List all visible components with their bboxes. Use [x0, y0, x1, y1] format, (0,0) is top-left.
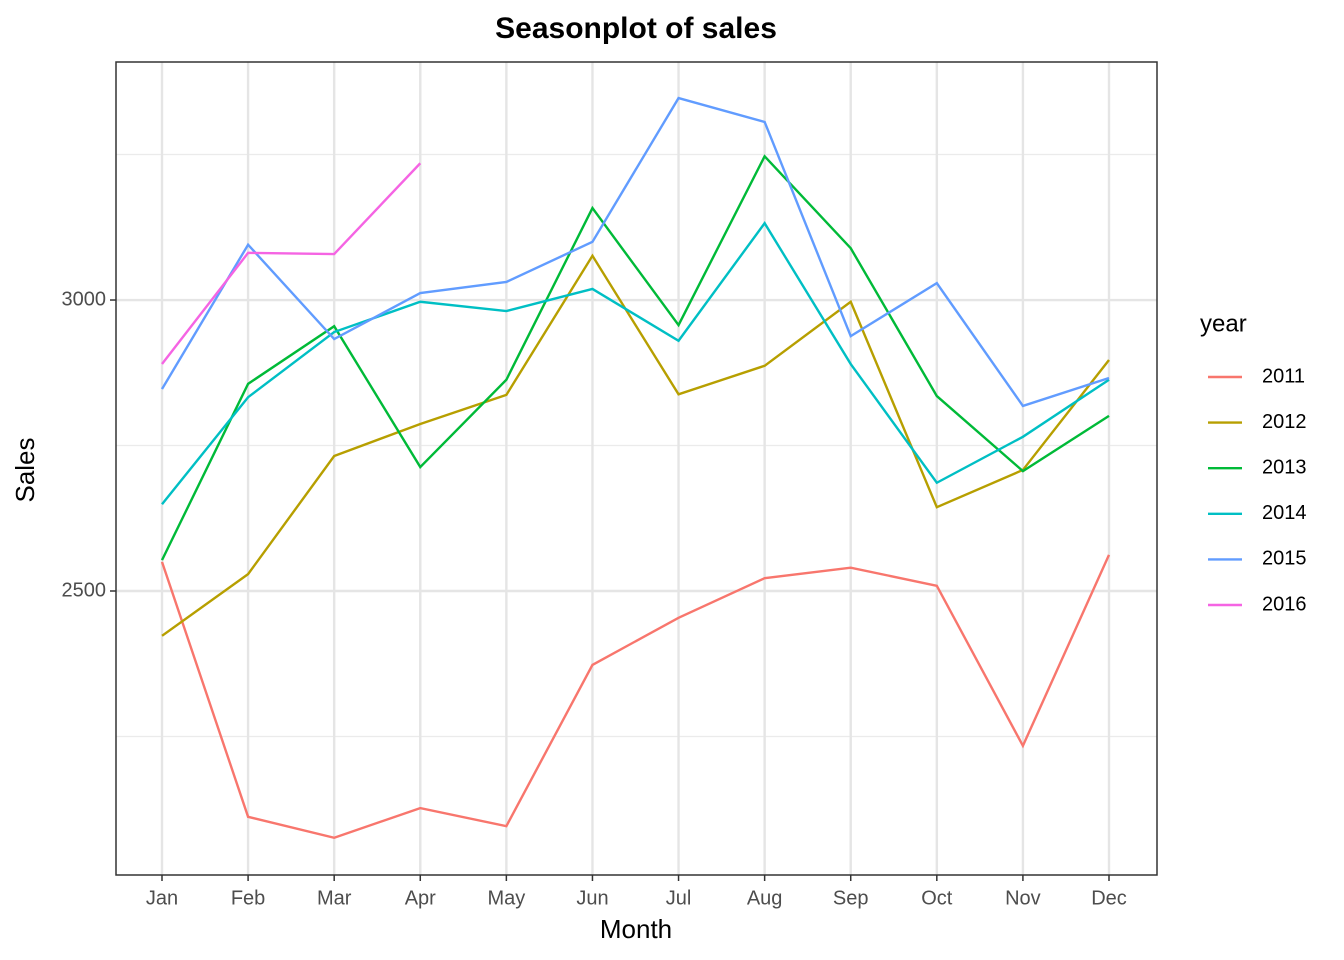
- x-axis-label: Month: [600, 914, 672, 944]
- series-line: [161, 221, 1110, 506]
- series-line: [160, 554, 1111, 840]
- legend-label: 2012: [1262, 411, 1307, 433]
- legend-label: 2016: [1262, 593, 1307, 615]
- y-tick-label: 2500: [62, 579, 107, 601]
- y-axis-label: Sales: [10, 437, 40, 502]
- legend-label: 2014: [1262, 502, 1307, 524]
- x-tick-label: Mar: [317, 887, 352, 909]
- x-tick-label: Apr: [405, 887, 436, 909]
- y-tick-label: 3000: [62, 288, 107, 310]
- legend-title: year: [1200, 310, 1247, 337]
- legend-label: 2013: [1262, 456, 1307, 478]
- series-line: [160, 96, 1110, 408]
- x-tick-label: Feb: [231, 887, 265, 909]
- x-tick-label: Dec: [1091, 887, 1127, 909]
- x-tick-label: Jun: [576, 887, 608, 909]
- x-tick-label: Oct: [921, 887, 953, 909]
- series-line: [160, 154, 1110, 561]
- x-tick-label: May: [487, 887, 525, 909]
- x-tick-label: Nov: [1005, 887, 1041, 909]
- series-line: [161, 253, 1110, 637]
- series-line: [161, 162, 422, 365]
- legend-label: 2011: [1262, 365, 1305, 387]
- x-tick-label: Jan: [146, 887, 178, 909]
- chart-title: Seasonplot of sales: [495, 12, 777, 45]
- x-tick-label: Aug: [747, 887, 783, 909]
- x-tick-label: Jul: [666, 887, 692, 909]
- x-tick-label: Sep: [833, 887, 869, 909]
- legend-label: 2015: [1262, 548, 1307, 570]
- panel-border: [115, 61, 1158, 876]
